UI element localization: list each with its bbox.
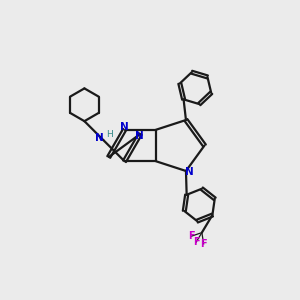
Text: N: N	[135, 131, 144, 141]
Text: F: F	[193, 237, 199, 248]
Text: N: N	[95, 133, 104, 143]
Text: N: N	[184, 167, 193, 178]
Text: F: F	[188, 231, 194, 241]
Text: N: N	[119, 122, 128, 132]
Text: F: F	[200, 239, 207, 249]
Text: H: H	[106, 130, 113, 139]
